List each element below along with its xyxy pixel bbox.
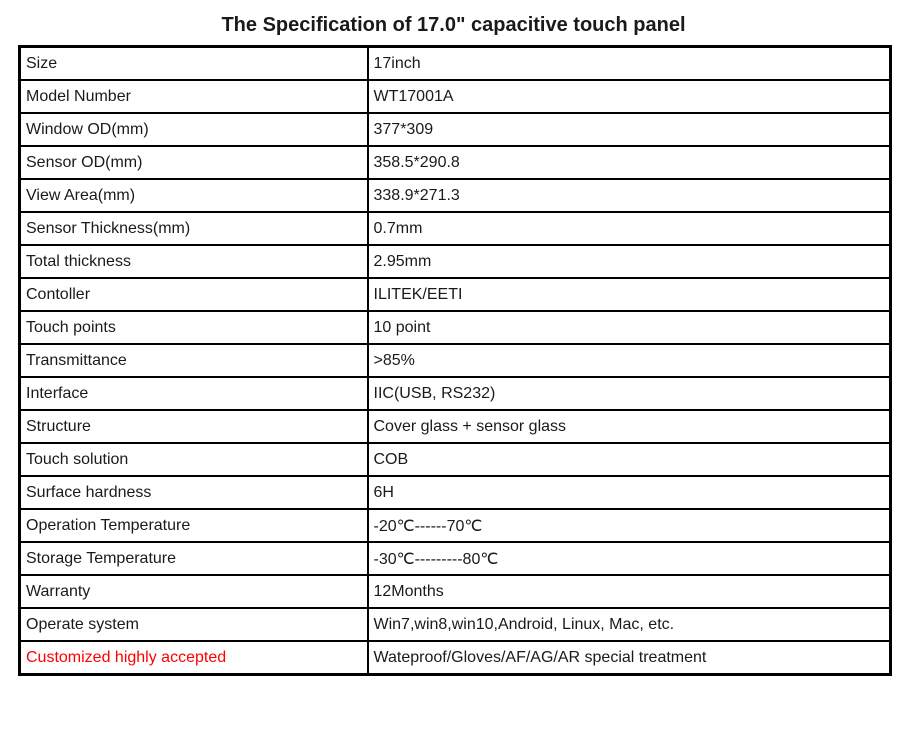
- spec-value-cell: -20℃------70℃: [366, 508, 892, 543]
- page-title: The Specification of 17.0" capacitive to…: [221, 14, 686, 36]
- spec-label-cell: Storage Temperature: [18, 541, 369, 576]
- table-row: Structure Cover glass + sensor glass: [18, 409, 892, 444]
- table-row: Sensor Thickness(mm) 0.7mm: [18, 211, 892, 246]
- spec-value-cell: 6H: [366, 475, 892, 510]
- table-row: Window OD(mm) 377*309: [18, 112, 892, 147]
- spec-value-cell: Wateproof/Gloves/AF/AG/AR special treatm…: [366, 640, 892, 676]
- spec-value-cell: -30℃---------80℃: [366, 541, 892, 576]
- table-row: Operate system Win7,win8,win10,Android, …: [18, 607, 892, 642]
- table-row: Operation Temperature -20℃------70℃: [18, 508, 892, 543]
- spec-label-cell-accent: Customized highly accepted: [18, 640, 369, 676]
- spec-value-cell: 10 point: [366, 310, 892, 345]
- spec-label-cell: Operation Temperature: [18, 508, 369, 543]
- table-row: Warranty 12Months: [18, 574, 892, 609]
- table-row: Transmittance >85%: [18, 343, 892, 378]
- spec-value-cell: WT17001A: [366, 79, 892, 114]
- spec-value-cell: COB: [366, 442, 892, 477]
- spec-label-cell: Sensor OD(mm): [18, 145, 369, 180]
- table-row: Contoller ILITEK/EETI: [18, 277, 892, 312]
- spec-label-cell: Transmittance: [18, 343, 369, 378]
- spec-label-cell: Model Number: [18, 79, 369, 114]
- spec-value-cell: ILITEK/EETI: [366, 277, 892, 312]
- spec-value-cell: 17inch: [366, 45, 892, 81]
- table-row: Size 17inch: [18, 45, 892, 81]
- spec-value-cell: 12Months: [366, 574, 892, 609]
- spec-label-cell: Total thickness: [18, 244, 369, 279]
- spec-value-cell: 358.5*290.8: [366, 145, 892, 180]
- table-row: Interface IIC(USB, RS232): [18, 376, 892, 411]
- spec-label-cell: Contoller: [18, 277, 369, 312]
- spec-label-cell: Touch points: [18, 310, 369, 345]
- spec-label-cell: Interface: [18, 376, 369, 411]
- spec-value-cell: >85%: [366, 343, 892, 378]
- table-row: Customized highly accepted Wateproof/Glo…: [18, 640, 892, 676]
- spec-label-cell: Window OD(mm): [18, 112, 369, 147]
- spec-value-cell: 0.7mm: [366, 211, 892, 246]
- table-row: Storage Temperature -30℃---------80℃: [18, 541, 892, 576]
- spec-value-cell: Win7,win8,win10,Android, Linux, Mac, etc…: [366, 607, 892, 642]
- spec-label-cell: Sensor Thickness(mm): [18, 211, 369, 246]
- spec-label-cell: Operate system: [18, 607, 369, 642]
- table-row: Sensor OD(mm) 358.5*290.8: [18, 145, 892, 180]
- table-row: Surface hardness 6H: [18, 475, 892, 510]
- spec-value-cell: Cover glass + sensor glass: [366, 409, 892, 444]
- table-row: Touch solution COB: [18, 442, 892, 477]
- spec-value-cell: 377*309: [366, 112, 892, 147]
- table-row: Total thickness 2.95mm: [18, 244, 892, 279]
- spec-label-cell: Structure: [18, 409, 369, 444]
- spec-label-cell: Surface hardness: [18, 475, 369, 510]
- spec-label-cell: View Area(mm): [18, 178, 369, 213]
- table-row: Touch points 10 point: [18, 310, 892, 345]
- spec-table: Size 17inch Model Number WT17001A Window…: [18, 45, 892, 676]
- spec-value-cell: 338.9*271.3: [366, 178, 892, 213]
- spec-label-cell: Warranty: [18, 574, 369, 609]
- spec-value-cell: IIC(USB, RS232): [366, 376, 892, 411]
- spec-label-cell: Touch solution: [18, 442, 369, 477]
- spec-value-cell: 2.95mm: [366, 244, 892, 279]
- table-row: Model Number WT17001A: [18, 79, 892, 114]
- table-row: View Area(mm) 338.9*271.3: [18, 178, 892, 213]
- spec-label-cell: Size: [18, 45, 369, 81]
